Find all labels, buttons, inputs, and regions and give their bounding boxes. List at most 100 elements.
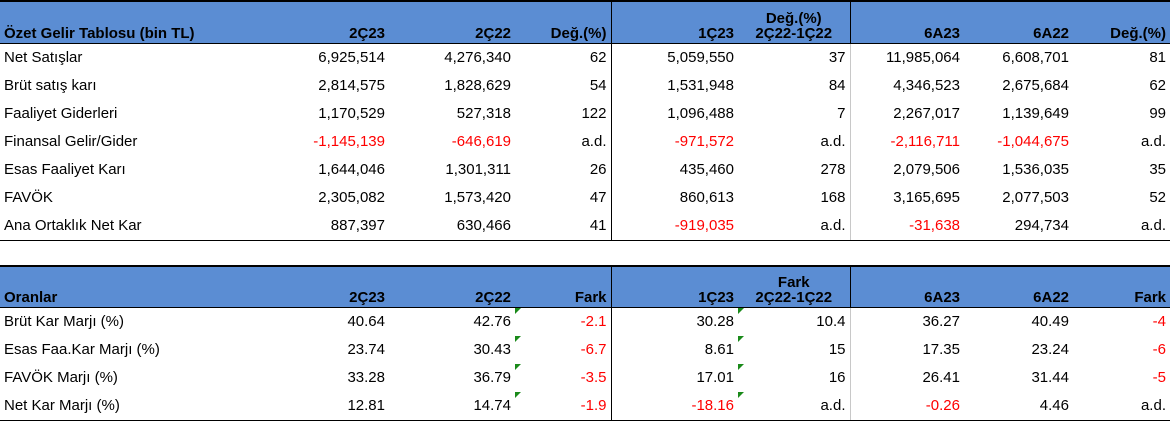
table-cell: 40.49 <box>1031 313 1069 330</box>
col-header-6m22: 6A22 <box>964 0 1073 44</box>
table-cell: 54 <box>589 77 607 94</box>
table-cell: 15 <box>738 335 851 364</box>
table-cell: 4,346,523 <box>849 71 964 100</box>
table-cell: 2,267,017 <box>849 99 964 128</box>
table-cell: 40.64 <box>347 313 385 330</box>
ratio-col-header-6m22: 6A22 <box>964 265 1073 308</box>
table-cell: 62 <box>1149 77 1166 94</box>
table-cell: 4,276,340 <box>444 49 511 66</box>
table-cell: 8.61 <box>610 335 738 364</box>
row-label: FAVÖK <box>4 189 53 206</box>
income-title: Özet Gelir Tablosu (bin TL) <box>0 0 270 44</box>
table-cell: 99 <box>1149 105 1166 122</box>
table-cell: -2,116,711 <box>849 127 964 156</box>
table-cell: -1.9 <box>515 391 611 421</box>
col-header-change-6m: Değ.(%) <box>1073 0 1170 44</box>
ratio-col-header-diff-6m: Fark <box>1073 265 1170 308</box>
table-cell: 2,814,575 <box>318 77 385 94</box>
table-row: Brüt satış karı 2,814,575 1,828,629 54 1,531… <box>0 71 1170 100</box>
table-cell: 14.74 <box>389 391 515 421</box>
table-cell: -4 <box>1152 313 1166 330</box>
income-header-row: Özet Gelir Tablosu (bin TL) 2Ç23 2Ç22 De… <box>0 0 1170 44</box>
ratio-col-header-diff: Fark <box>515 265 611 308</box>
table-cell: 33.28 <box>347 369 385 386</box>
table-cell: 435,460 <box>610 155 738 184</box>
table-cell: 30.43 <box>473 341 511 358</box>
table-row: FAVÖK 2,305,082 1,573,420 47 860,613 168 3,165… <box>0 183 1170 212</box>
col-header-change-qoq-line1: Değ.(%) <box>765 9 822 27</box>
ratios-table: Oranlar 2Ç23 2Ç22 Fark 1Ç23 Fark 2Ç22-1Ç2… <box>0 265 1170 421</box>
ratio-col-header-2q23: 2Ç23 <box>270 265 389 308</box>
table-cell: 2,305,082 <box>318 189 385 206</box>
table-cell: 81 <box>1149 49 1166 66</box>
table-cell: 860,613 <box>610 183 738 212</box>
col-header-change-qoq-line2: 2Ç22-1Ç22 <box>755 24 833 42</box>
table-cell: a.d. <box>738 211 851 241</box>
table-row: Brüt Kar Marjı (%) 40.64 42.76 -2.1 30.28 10.… <box>0 307 1170 336</box>
table-cell: 10.4 <box>738 307 851 336</box>
table-cell: 1,139,649 <box>1002 105 1069 122</box>
ratio-col-header-diff-qoq: Fark 2Ç22-1Ç22 <box>738 265 850 308</box>
table-cell: -2.1 <box>515 307 611 336</box>
table-cell: 23.74 <box>347 341 385 358</box>
ratios-header-row: Oranlar 2Ç23 2Ç22 Fark 1Ç23 Fark 2Ç22-1Ç2… <box>0 265 1170 308</box>
row-label: FAVÖK Marjı (%) <box>4 369 118 386</box>
row-label: Brüt satış karı <box>4 77 97 94</box>
table-cell: 6,925,514 <box>318 49 385 66</box>
row-label: Finansal Gelir/Gider <box>4 133 138 150</box>
table-cell: 2,077,503 <box>1002 189 1069 206</box>
table-cell: 37 <box>738 43 851 72</box>
table-cell: 30.28 <box>610 307 738 336</box>
col-header-change-qoq: Değ.(%) 2Ç22-1Ç22 <box>738 0 850 44</box>
table-cell: 1,531,948 <box>610 71 738 100</box>
table-cell: -1,145,139 <box>313 133 385 150</box>
ratio-col-header-2q22: 2Ç22 <box>389 265 515 308</box>
table-cell: -31,638 <box>849 211 964 241</box>
table-row: FAVÖK Marjı (%) 33.28 36.79 -3.5 17.01 16 26.4… <box>0 363 1170 392</box>
table-cell: 630,466 <box>389 211 515 241</box>
table-cell: 2,079,506 <box>849 155 964 184</box>
table-cell: a.d. <box>738 391 851 421</box>
table-cell: 2,675,684 <box>1002 77 1069 94</box>
table-cell: a.d. <box>1140 133 1166 150</box>
ratios-title: Oranlar <box>0 265 270 308</box>
table-row: Net Satışlar 6,925,514 4,276,340 62 5,059,55… <box>0 43 1170 72</box>
table-cell: 52 <box>1149 189 1166 206</box>
table-cell: 41 <box>515 211 611 241</box>
ratio-col-header-diff-qoq-line2: 2Ç22-1Ç22 <box>755 288 833 306</box>
table-row: Faaliyet Giderleri 1,170,529 527,318 122 1,0… <box>0 99 1170 128</box>
table-cell: 11,985,064 <box>849 43 964 72</box>
table-cell: -0.26 <box>849 391 964 421</box>
table-cell: a.d. <box>1073 211 1170 241</box>
col-header-6m23: 6A23 <box>849 0 964 44</box>
table-cell: 62 <box>589 49 607 66</box>
table-cell: 17.01 <box>610 363 738 392</box>
table-row: Finansal Gelir/Gider -1,145,139 -646,619 a.… <box>0 127 1170 156</box>
row-label: Net Satışlar <box>4 49 83 66</box>
ratio-col-header-diff-qoq-line1: Fark <box>777 273 810 291</box>
row-label: Esas Faa.Kar Marjı (%) <box>4 341 160 358</box>
table-cell: -6.7 <box>515 335 611 364</box>
table-cell: 12.81 <box>270 391 389 421</box>
table-cell: 7 <box>738 99 851 128</box>
table-cell: 1,828,629 <box>444 77 511 94</box>
table-cell: 527,318 <box>456 105 511 122</box>
table-cell: 4.46 <box>964 391 1073 421</box>
table-row: Esas Faaliyet Karı 1,644,046 1,301,311 26 43… <box>0 155 1170 184</box>
table-cell: a.d. <box>1073 391 1170 421</box>
table-cell: 887,397 <box>270 211 389 241</box>
table-cell: 1,096,488 <box>610 99 738 128</box>
table-cell: 294,734 <box>964 211 1073 241</box>
table-cell: 1,573,420 <box>444 189 511 206</box>
table-cell: 17.35 <box>849 335 964 364</box>
table-cell: 168 <box>738 183 851 212</box>
table-cell: 1,301,311 <box>445 161 511 178</box>
row-label: Esas Faaliyet Karı <box>4 161 126 178</box>
col-header-2q22: 2Ç22 <box>389 0 515 44</box>
table-cell: 36.27 <box>849 307 964 336</box>
table-cell: 26.41 <box>849 363 964 392</box>
table-cell: -646,619 <box>451 133 511 150</box>
ratio-col-header-1q23: 1Ç23 <box>610 265 738 308</box>
table-cell: 35 <box>1149 161 1166 178</box>
table-cell: 36.79 <box>473 369 511 386</box>
